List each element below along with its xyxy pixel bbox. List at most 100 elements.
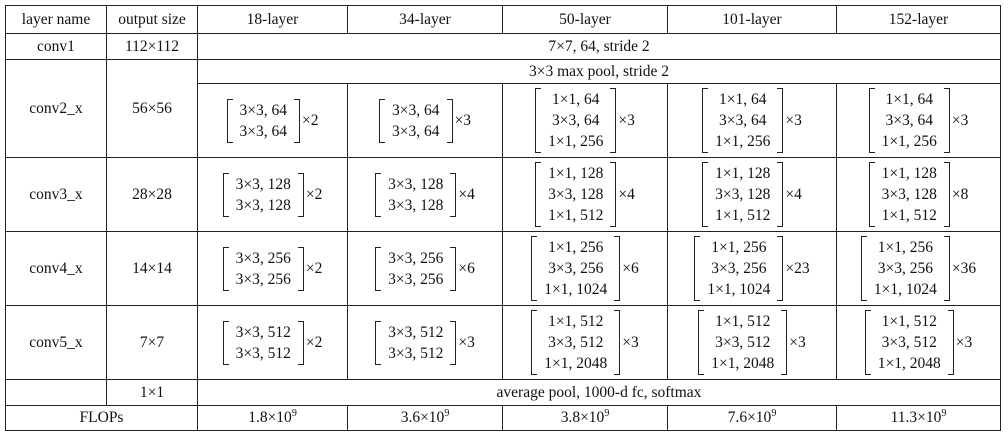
block-line: 3×3, 512 [548,334,604,351]
bracket: 3×3, 64 3×3, 64 [379,98,453,143]
layer-name: conv4_x [5,231,107,306]
repeat-count: ×2 [305,333,323,351]
block-line: 1×1, 256 [548,239,604,256]
block: 1×1, 256 3×3, 256 1×1, 1024 ×36 [837,236,1000,301]
block-line: 3×3, 256 [877,260,933,277]
block-line: 3×3, 128 [548,186,604,203]
block-line: 1×1, 256 [715,133,771,150]
block-line: 3×3, 64 [239,122,288,140]
spanning-cell: 7×7, 64, stride 2 [197,33,1001,60]
bracket: 3×3, 128 3×3, 128 [222,172,304,217]
flops-exponent: 9 [444,408,450,420]
bracket: 1×1, 64 3×3, 64 1×1, 256 [535,88,617,153]
repeat-count: ×3 [789,333,806,351]
block: 1×1, 512 3×3, 512 1×1, 2048 ×3 [837,310,1000,375]
block: 1×1, 512 3×3, 512 1×1, 2048 ×3 [503,310,667,375]
header-cell: 50-layer [502,5,668,34]
repeat-count: ×3 [785,111,802,129]
block-cell: 3×3, 64 3×3, 64 ×3 [347,83,503,158]
block: 1×1, 128 3×3, 128 1×1, 512 ×4 [503,162,667,227]
block-cell: 3×3, 64 3×3, 64 ×2 [197,83,348,158]
block-line: 3×3, 256 [388,249,444,267]
block: 1×1, 256 3×3, 256 1×1, 1024 ×23 [668,236,836,301]
block-line: 3×3, 64 [719,112,767,129]
block-line: 1×1, 512 [881,313,937,330]
layer-name: conv1 [5,33,107,60]
block-line: 3×3, 256 [388,270,444,288]
flops-value: 7.6×109 [667,405,837,431]
output-size: 1×1 [106,379,198,406]
layer-row: conv5_x 7×7 3×3, 512 3×3, 512 ×2 3×3, 512 3×3,… [5,305,1001,380]
repeat-count: ×6 [622,259,639,277]
flops-base: 3.8×10 [560,409,605,427]
layer-row: conv1 112×112 7×7, 64, stride 2 [5,33,1001,60]
block: 1×1, 64 3×3, 64 1×1, 256 ×3 [503,88,667,153]
block: 3×3, 256 3×3, 256 ×6 [348,246,502,291]
block-cell: 1×1, 64 3×3, 64 1×1, 256 ×3 [836,83,1001,158]
flops-exponent: 9 [941,408,947,420]
block-line: 3×3, 128 [235,196,291,214]
bracket: 3×3, 128 3×3, 128 [375,172,457,217]
repeat-count: ×3 [454,111,472,129]
block-line: 3×3, 64 [392,101,440,119]
repeat-count: ×23 [785,259,810,277]
block-cell: 1×1, 128 3×3, 128 1×1, 512 ×8 [836,157,1001,232]
bracket: 1×1, 512 3×3, 512 1×1, 2048 [864,310,954,375]
flops-exponent: 9 [771,408,777,420]
block: 3×3, 64 3×3, 64 ×2 [198,98,347,143]
block-line: 1×1, 256 [877,239,933,256]
block: 3×3, 512 3×3, 512 ×3 [348,320,502,365]
block-cell: 3×3, 512 3×3, 512 ×3 [347,305,503,380]
block-line: 3×3, 512 [388,323,444,341]
block-line: 1×1, 256 [881,133,937,150]
block-line: 3×3, 128 [235,175,291,193]
repeat-count: ×3 [951,111,969,129]
repeat-count: ×3 [955,333,973,351]
flops-base: 7.6×10 [727,409,772,427]
block-line: 3×3, 256 [235,249,291,267]
flops-exponent: 9 [604,408,610,420]
flops-value: 11.3×109 [836,405,1001,431]
header-cell: 34-layer [347,5,503,34]
block-cell: 1×1, 64 3×3, 64 1×1, 256 ×3 [502,83,668,158]
block-cell: 3×3, 128 3×3, 128 ×2 [197,157,348,232]
repeat-count: ×36 [951,259,977,277]
repeat-count: ×2 [305,185,323,203]
block: 1×1, 64 3×3, 64 1×1, 256 ×3 [668,88,836,153]
block-line: 3×3, 128 [715,186,771,203]
bracket: 3×3, 512 3×3, 512 [375,320,457,365]
repeat-count: ×3 [458,333,475,351]
repeat-count: ×6 [458,259,475,277]
bracket: 1×1, 64 3×3, 64 1×1, 256 [702,88,784,153]
flops-base: 3.6×10 [400,409,445,427]
block-line: 1×1, 1024 [544,281,608,298]
output-size: 112×112 [106,33,198,60]
output-size: 56×56 [106,59,198,158]
header-cell: 101-layer [667,5,837,34]
bracket: 1×1, 512 3×3, 512 1×1, 2048 [531,310,621,375]
block-cell: 3×3, 128 3×3, 128 ×4 [347,157,503,232]
block-line: 1×1, 512 [548,207,604,224]
repeat-count: ×3 [622,333,639,351]
block: 1×1, 512 3×3, 512 1×1, 2048 ×3 [668,310,836,375]
layer-row: conv4_x 14×14 3×3, 256 3×3, 256 ×2 3×3, 256 3×… [5,231,1001,306]
layer-row: conv3_x 28×28 3×3, 128 3×3, 128 ×2 3×3, 128 3×… [5,157,1001,232]
block-line: 3×3, 512 [388,344,444,362]
header-cell: 18-layer [197,5,348,34]
block-line: 3×3, 512 [235,344,291,362]
layer-name: conv3_x [5,157,107,232]
block-line: 1×1, 64 [719,91,767,108]
block-line: 3×3, 256 [235,270,291,288]
bracket: 3×3, 256 3×3, 256 [222,246,304,291]
block-line: 3×3, 512 [881,334,937,351]
block: 3×3, 256 3×3, 256 ×2 [198,246,347,291]
block-cell: 1×1, 512 3×3, 512 1×1, 2048 ×3 [836,305,1001,380]
architecture-table: layer name output size 18-layer 34-layer 50-… [5,5,1001,431]
bracket: 1×1, 128 3×3, 128 1×1, 512 [868,162,950,227]
repeat-count: ×4 [458,185,475,203]
layer-row: conv2_x 56×56 3×3 max pool, stride 2 [5,59,1001,158]
block-line: 1×1, 256 [548,133,604,150]
block-line: 3×3, 64 [239,101,288,119]
repeat-count: ×4 [618,185,635,203]
block-line: 1×1, 128 [715,165,771,182]
